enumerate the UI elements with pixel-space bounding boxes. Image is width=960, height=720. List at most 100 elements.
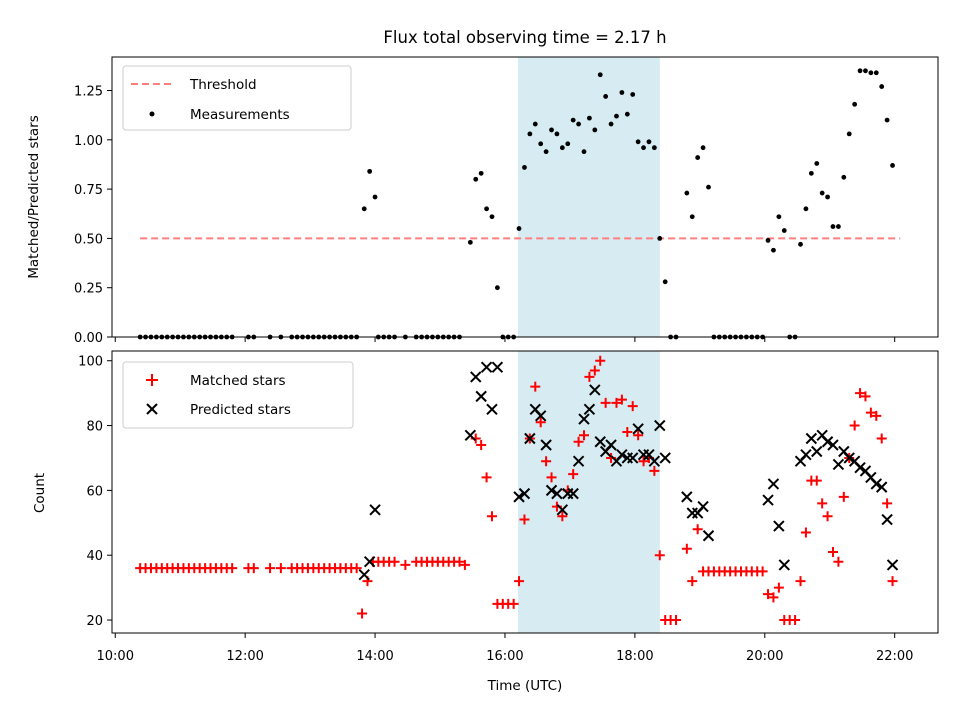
top-y-tick-label: 1.25 — [74, 85, 103, 100]
predicted-star-point — [567, 487, 579, 500]
measurement-point — [614, 113, 619, 119]
measurement-point — [846, 131, 852, 137]
measurements-legend-swatch — [149, 111, 155, 117]
measurement-point — [700, 145, 706, 151]
matched-star-point — [871, 410, 882, 421]
matched-star-point — [508, 598, 519, 609]
matched-star-point — [622, 427, 633, 438]
predicted-star-point — [681, 491, 693, 503]
top-y-axis-label: Matched/Predicted stars — [26, 115, 42, 278]
predicted-stars-series — [358, 361, 899, 581]
measurement-point — [641, 145, 646, 151]
measurement-point — [549, 127, 554, 133]
matched-star-point — [876, 433, 887, 444]
predicted-star-point — [659, 452, 671, 464]
predicted-star-point — [572, 455, 585, 467]
measurement-point — [890, 163, 895, 168]
measurement-point — [484, 206, 489, 212]
measurement-point — [689, 214, 695, 220]
predicted-star-point — [686, 507, 698, 519]
predicted-star-point — [369, 504, 381, 516]
x-tick-label: 12:00 — [226, 649, 263, 664]
bottom-y-tick-label: 60 — [86, 484, 103, 499]
bottom-y-axis-label: Count — [32, 473, 48, 513]
top-y-tick-label: 0.25 — [74, 282, 103, 297]
matched-star-point — [671, 615, 682, 626]
bottom-y-tick-label: 20 — [86, 614, 103, 629]
measurement-point — [836, 224, 841, 229]
matched-star-point — [573, 436, 584, 447]
measurement-point — [765, 237, 771, 243]
predicted-star-point — [616, 449, 628, 461]
matched-star-point — [849, 420, 860, 431]
measurement-point — [646, 139, 652, 145]
measurement-point — [776, 214, 782, 220]
predicted-star-point — [513, 491, 525, 503]
matched-star-point — [763, 589, 774, 600]
measurement-point — [608, 121, 614, 127]
matched-star-point — [476, 440, 487, 450]
measurement-point — [852, 101, 858, 107]
matched-star-point — [400, 559, 411, 570]
top-panel: 0.00 0.25 0.50 0.75 1.00 1.25 Matched/Predict… — [26, 56, 939, 346]
top-y-tick-label: 0.75 — [74, 183, 103, 198]
predicted-star-point — [470, 371, 482, 383]
measurement-point — [879, 84, 885, 89]
predicted-star-point — [654, 419, 666, 432]
predicted-star-point — [773, 520, 785, 532]
matched-star-point — [649, 465, 660, 476]
measurement-point — [467, 239, 473, 245]
measurement-point — [587, 115, 592, 121]
measurement-point — [489, 214, 495, 220]
predicted-star-point — [486, 403, 498, 416]
bottom-highlight-span — [517, 351, 660, 633]
matched-star-point — [800, 527, 811, 538]
bottom-legend: Matched stars Predicted stars — [122, 361, 354, 429]
matched-star-point — [454, 556, 465, 567]
predicted-legend-swatch — [146, 403, 158, 415]
measurement-point — [473, 176, 479, 182]
measurement-point — [798, 241, 803, 247]
matched-star-point — [351, 563, 362, 574]
predicted-star-point — [697, 500, 709, 513]
measurement-point — [781, 228, 787, 233]
matched-star-point — [887, 576, 898, 587]
measurement-point — [543, 149, 549, 155]
predicted-star-point — [540, 439, 552, 451]
predicted-star-point — [800, 449, 812, 461]
measurement-point — [662, 279, 668, 285]
matched-star-point — [692, 524, 703, 535]
measurement-point — [361, 206, 367, 212]
matched-star-point — [882, 498, 893, 509]
measurement-point — [624, 111, 630, 117]
matched-star-point — [827, 546, 838, 557]
top-y-tick-label: 0.50 — [74, 232, 103, 247]
predicted-star-point — [843, 452, 855, 464]
bottom-y-axis-ticks: 20 40 60 80 100 — [78, 355, 112, 629]
measurement-point — [706, 184, 711, 190]
matched-star-point — [687, 576, 698, 587]
matched-star-point — [633, 430, 644, 441]
x-tick-label: 22:00 — [876, 649, 913, 664]
predicted-star-point — [545, 484, 558, 497]
top-y-tick-label: 1.00 — [74, 134, 103, 149]
matched-star-point — [768, 592, 779, 603]
predicted-star-point — [632, 423, 644, 435]
matched-star-point — [535, 417, 546, 428]
measurement-point — [559, 145, 565, 151]
matched-star-point — [822, 511, 833, 522]
measurement-point — [884, 117, 890, 123]
matched-star-point — [389, 556, 400, 567]
measurement-point — [868, 70, 874, 76]
bottom-plot-frame — [111, 350, 939, 634]
measurement-point — [857, 68, 863, 74]
matched-star-point — [584, 371, 595, 382]
matched-star-point — [811, 475, 822, 486]
matched-star-point — [817, 498, 828, 509]
measurement-point — [684, 190, 690, 196]
bottom-y-tick-label: 100 — [78, 355, 103, 370]
matched-star-point — [530, 381, 541, 392]
matched-star-point — [611, 397, 622, 408]
measurement-point — [814, 161, 820, 166]
matched-star-point — [773, 582, 784, 593]
